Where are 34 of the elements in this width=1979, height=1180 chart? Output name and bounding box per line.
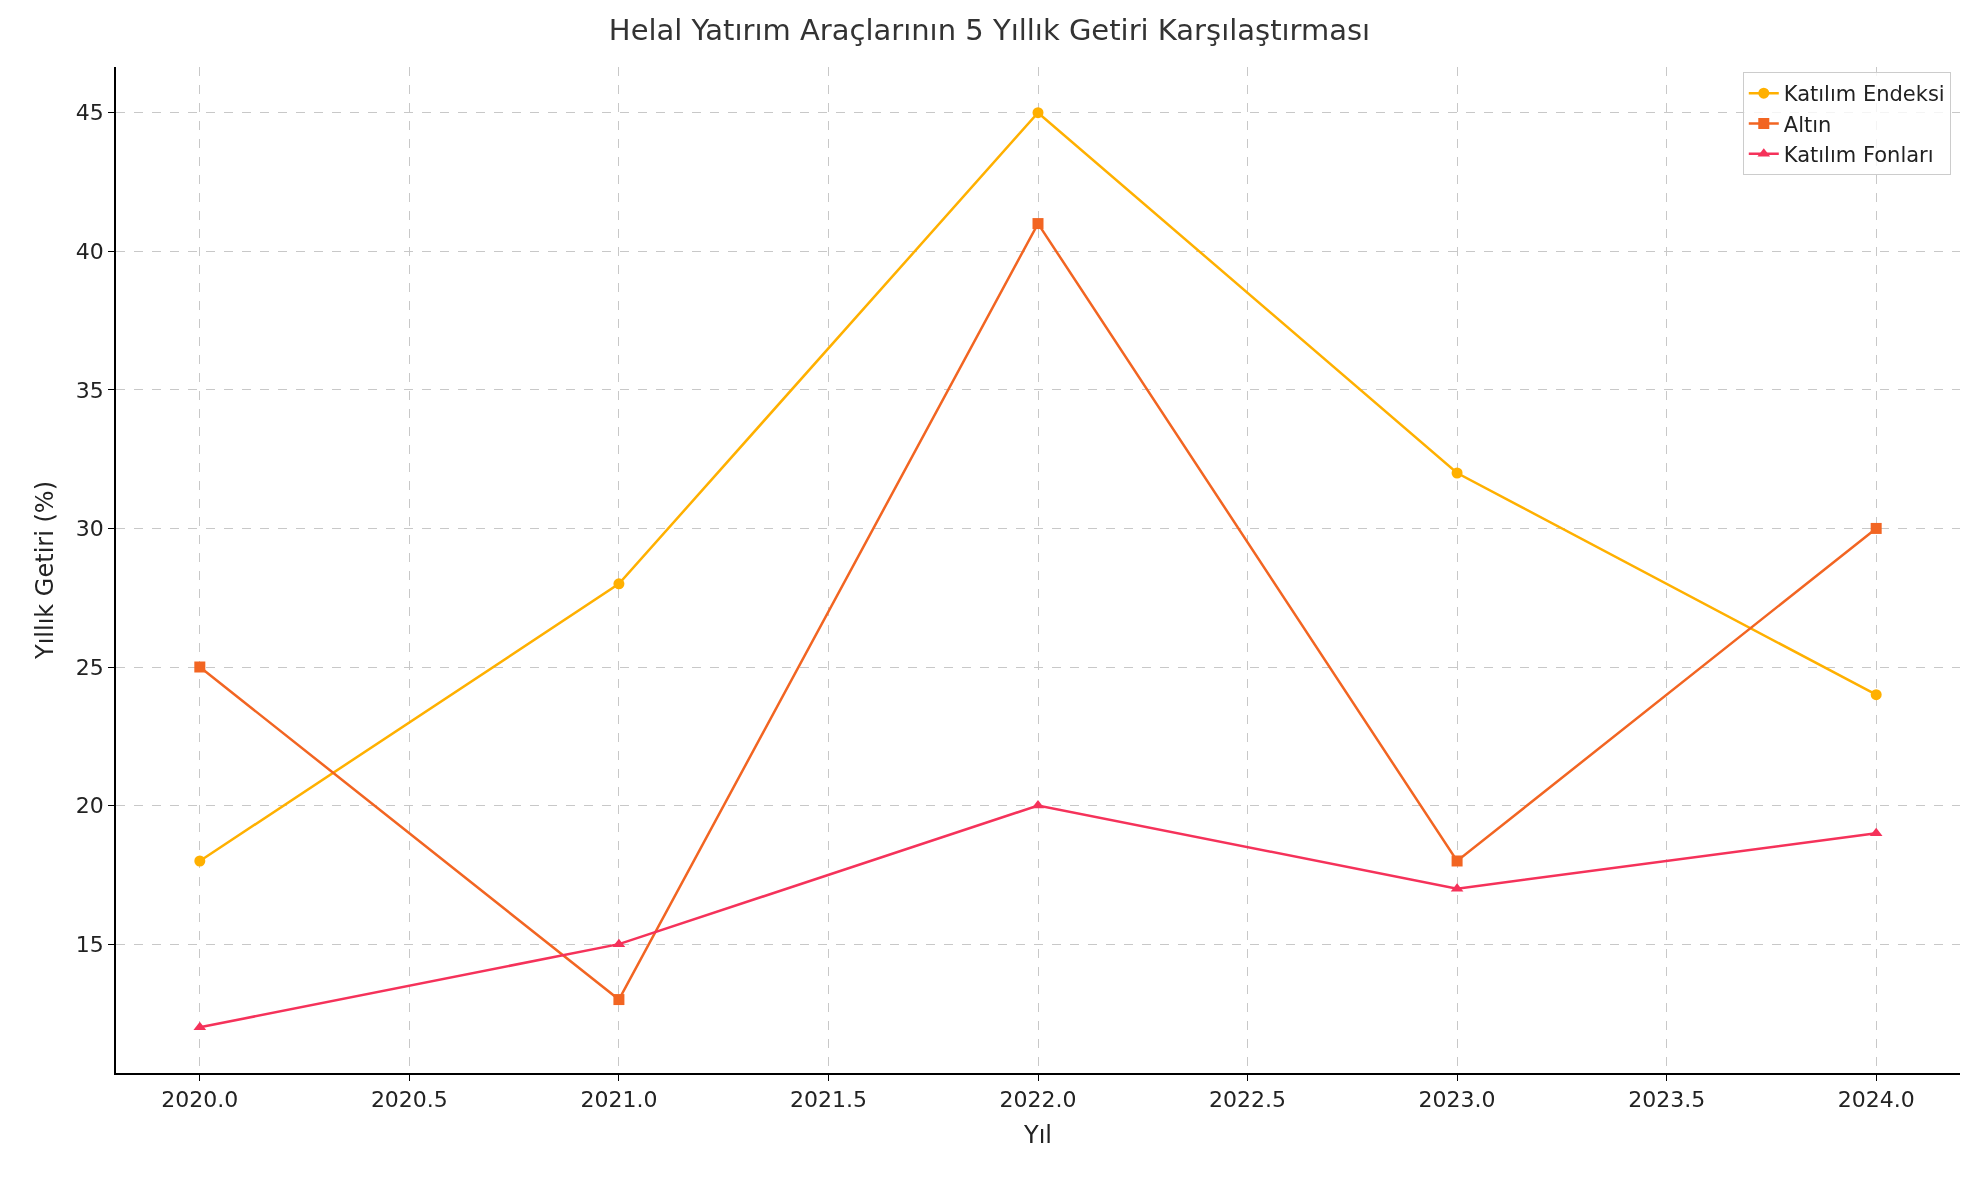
legend-label: Katılım Endeksi [1783,82,1945,107]
point [1870,522,1882,534]
y-axis-title: Yıllık Getiri (%) [31,481,60,660]
x-tick-label: 2022.0 [999,1087,1077,1113]
y-tick-label: 35 [75,377,104,403]
y-tick-label: 40 [75,238,104,264]
point [1870,689,1882,701]
y-tick-label: 30 [75,516,104,542]
x-tick-label: 2020.0 [161,1087,239,1113]
x-tick-label: 2023.5 [1628,1087,1706,1113]
point [193,1021,207,1031]
point [1869,827,1883,837]
point [613,994,625,1006]
point [1451,467,1463,479]
x-axis-title: Yıl [1023,1120,1052,1149]
y-tick-label: 45 [75,100,104,126]
point [1032,107,1044,119]
y-tick-label: 25 [75,654,104,680]
y-tick-label: 20 [75,793,104,819]
chart-title: Helal Yatırım Araçlarının 5 Yıllık Getiri Karşılaştırması [608,12,1371,47]
legend-label: Altın [1783,112,1832,137]
point [1032,218,1044,230]
point [194,661,206,673]
x-tick-label: 2020.5 [370,1087,448,1113]
point [194,855,206,867]
y-tick-label: 15 [75,931,104,957]
x-tick-label: 2022.5 [1209,1087,1287,1113]
point [1451,855,1463,867]
x-tick-label: 2021.0 [580,1087,658,1113]
legend-label: Katılım Fonları [1783,142,1934,167]
point [613,578,625,590]
x-tick-label: 2021.5 [789,1087,867,1113]
x-tick-label: 2024.0 [1837,1087,1915,1113]
x-tick-label: 2023.0 [1418,1087,1496,1113]
